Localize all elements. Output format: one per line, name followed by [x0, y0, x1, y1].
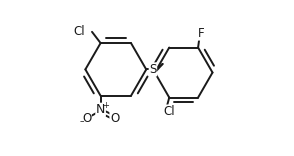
Text: F: F — [198, 27, 205, 40]
Text: N: N — [96, 103, 105, 116]
Text: Cl: Cl — [163, 105, 175, 118]
Text: –: – — [80, 117, 84, 126]
Text: O: O — [110, 112, 119, 125]
Text: Cl: Cl — [74, 24, 85, 38]
Text: +: + — [103, 101, 109, 110]
Text: S: S — [149, 63, 157, 76]
Text: O: O — [82, 112, 91, 125]
